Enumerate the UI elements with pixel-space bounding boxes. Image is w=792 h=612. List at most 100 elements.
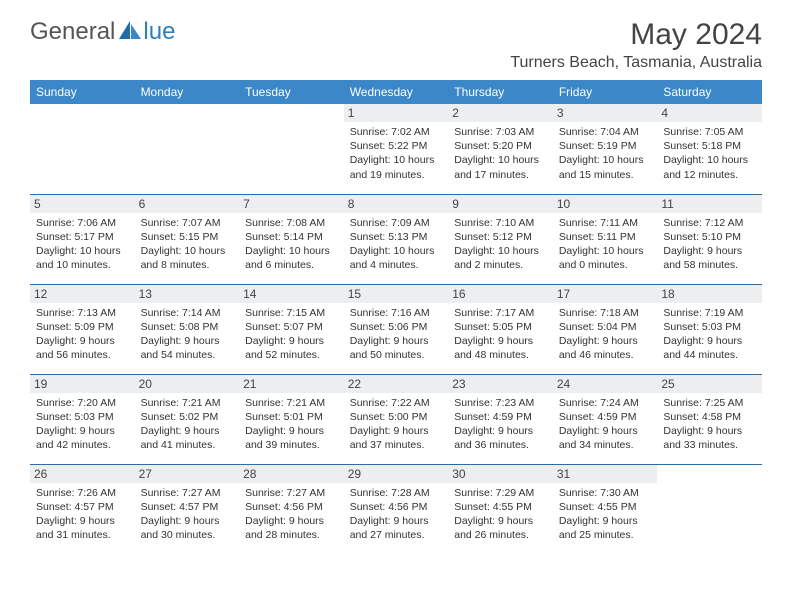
- day-number: 31: [553, 465, 658, 483]
- day-cell: 12Sunrise: 7:13 AMSunset: 5:09 PMDayligh…: [30, 284, 135, 374]
- daylight-line: Daylight: 9 hours: [245, 424, 338, 438]
- daylight-line: and 46 minutes.: [559, 348, 652, 362]
- sunrise-line: Sunrise: 7:21 AM: [245, 396, 338, 410]
- daylight-line: Daylight: 9 hours: [36, 424, 129, 438]
- sunset-line: Sunset: 5:00 PM: [350, 410, 443, 424]
- daylight-line: and 0 minutes.: [559, 258, 652, 272]
- location: Turners Beach, Tasmania, Australia: [510, 54, 762, 72]
- logo-text-blue: lue: [143, 18, 175, 46]
- day-cell: 3Sunrise: 7:04 AMSunset: 5:19 PMDaylight…: [553, 104, 658, 194]
- day-cell: 25Sunrise: 7:25 AMSunset: 4:58 PMDayligh…: [657, 374, 762, 464]
- daylight-line: and 41 minutes.: [141, 438, 234, 452]
- sunset-line: Sunset: 5:03 PM: [36, 410, 129, 424]
- sunset-line: Sunset: 5:22 PM: [350, 139, 443, 153]
- daylight-line: and 4 minutes.: [350, 258, 443, 272]
- day-number: 8: [344, 195, 449, 213]
- day-cell: 14Sunrise: 7:15 AMSunset: 5:07 PMDayligh…: [239, 284, 344, 374]
- daylight-line: Daylight: 9 hours: [454, 334, 547, 348]
- day-cell: 6Sunrise: 7:07 AMSunset: 5:15 PMDaylight…: [135, 194, 240, 284]
- daylight-line: and 26 minutes.: [454, 528, 547, 542]
- month-title: May 2024: [510, 18, 762, 52]
- day-number: 6: [135, 195, 240, 213]
- daylight-line: Daylight: 9 hours: [663, 244, 756, 258]
- day-number: 3: [553, 104, 658, 122]
- sunset-line: Sunset: 5:08 PM: [141, 320, 234, 334]
- daylight-line: Daylight: 9 hours: [36, 334, 129, 348]
- daylight-line: Daylight: 9 hours: [454, 514, 547, 528]
- day-cell: 1Sunrise: 7:02 AMSunset: 5:22 PMDaylight…: [344, 104, 449, 194]
- week-row: 19Sunrise: 7:20 AMSunset: 5:03 PMDayligh…: [30, 374, 762, 464]
- day-number: 7: [239, 195, 344, 213]
- day-number: 21: [239, 375, 344, 393]
- day-number: 27: [135, 465, 240, 483]
- sunrise-line: Sunrise: 7:05 AM: [663, 125, 756, 139]
- day-cell: 5Sunrise: 7:06 AMSunset: 5:17 PMDaylight…: [30, 194, 135, 284]
- header: General lue May 2024 Turners Beach, Tasm…: [30, 18, 762, 72]
- logo: General lue: [30, 18, 175, 46]
- daylight-line: Daylight: 9 hours: [559, 424, 652, 438]
- sunrise-line: Sunrise: 7:21 AM: [141, 396, 234, 410]
- daylight-line: Daylight: 9 hours: [141, 514, 234, 528]
- day-header: Saturday: [657, 80, 762, 104]
- daylight-line: and 25 minutes.: [559, 528, 652, 542]
- sunset-line: Sunset: 5:20 PM: [454, 139, 547, 153]
- sunrise-line: Sunrise: 7:08 AM: [245, 216, 338, 230]
- day-cell: 10Sunrise: 7:11 AMSunset: 5:11 PMDayligh…: [553, 194, 658, 284]
- day-number: 24: [553, 375, 658, 393]
- day-header: Thursday: [448, 80, 553, 104]
- sunrise-line: Sunrise: 7:09 AM: [350, 216, 443, 230]
- daylight-line: and 17 minutes.: [454, 168, 547, 182]
- sunset-line: Sunset: 5:05 PM: [454, 320, 547, 334]
- day-number: 18: [657, 285, 762, 303]
- calendar-body: 1Sunrise: 7:02 AMSunset: 5:22 PMDaylight…: [30, 104, 762, 554]
- sunrise-line: Sunrise: 7:29 AM: [454, 486, 547, 500]
- sunset-line: Sunset: 5:01 PM: [245, 410, 338, 424]
- week-row: 12Sunrise: 7:13 AMSunset: 5:09 PMDayligh…: [30, 284, 762, 374]
- daylight-line: and 27 minutes.: [350, 528, 443, 542]
- daylight-line: Daylight: 9 hours: [350, 424, 443, 438]
- sunrise-line: Sunrise: 7:20 AM: [36, 396, 129, 410]
- sunset-line: Sunset: 5:19 PM: [559, 139, 652, 153]
- day-cell: 9Sunrise: 7:10 AMSunset: 5:12 PMDaylight…: [448, 194, 553, 284]
- sunset-line: Sunset: 5:12 PM: [454, 230, 547, 244]
- sunset-line: Sunset: 5:18 PM: [663, 139, 756, 153]
- daylight-line: Daylight: 9 hours: [663, 424, 756, 438]
- daylight-line: and 8 minutes.: [141, 258, 234, 272]
- day-header: Friday: [553, 80, 658, 104]
- sunrise-line: Sunrise: 7:03 AM: [454, 125, 547, 139]
- daylight-line: Daylight: 10 hours: [245, 244, 338, 258]
- daylight-line: and 28 minutes.: [245, 528, 338, 542]
- daylight-line: and 31 minutes.: [36, 528, 129, 542]
- daylight-line: and 56 minutes.: [36, 348, 129, 362]
- day-number: 12: [30, 285, 135, 303]
- sunset-line: Sunset: 5:07 PM: [245, 320, 338, 334]
- daylight-line: Daylight: 10 hours: [454, 244, 547, 258]
- day-cell: 11Sunrise: 7:12 AMSunset: 5:10 PMDayligh…: [657, 194, 762, 284]
- logo-text-general: General: [30, 18, 115, 46]
- daylight-line: Daylight: 10 hours: [559, 153, 652, 167]
- sunrise-line: Sunrise: 7:13 AM: [36, 306, 129, 320]
- title-block: May 2024 Turners Beach, Tasmania, Austra…: [510, 18, 762, 72]
- sunrise-line: Sunrise: 7:17 AM: [454, 306, 547, 320]
- sunrise-line: Sunrise: 7:12 AM: [663, 216, 756, 230]
- sunrise-line: Sunrise: 7:27 AM: [141, 486, 234, 500]
- daylight-line: and 50 minutes.: [350, 348, 443, 362]
- day-number: 5: [30, 195, 135, 213]
- day-cell: 30Sunrise: 7:29 AMSunset: 4:55 PMDayligh…: [448, 464, 553, 554]
- day-cell: [30, 104, 135, 194]
- day-number: 2: [448, 104, 553, 122]
- day-cell: 23Sunrise: 7:23 AMSunset: 4:59 PMDayligh…: [448, 374, 553, 464]
- daylight-line: and 42 minutes.: [36, 438, 129, 452]
- daylight-line: Daylight: 9 hours: [141, 334, 234, 348]
- day-cell: 4Sunrise: 7:05 AMSunset: 5:18 PMDaylight…: [657, 104, 762, 194]
- daylight-line: and 10 minutes.: [36, 258, 129, 272]
- week-row: 5Sunrise: 7:06 AMSunset: 5:17 PMDaylight…: [30, 194, 762, 284]
- sunset-line: Sunset: 4:59 PM: [454, 410, 547, 424]
- day-cell: 28Sunrise: 7:27 AMSunset: 4:56 PMDayligh…: [239, 464, 344, 554]
- day-number: 29: [344, 465, 449, 483]
- sunrise-line: Sunrise: 7:06 AM: [36, 216, 129, 230]
- daylight-line: Daylight: 9 hours: [245, 334, 338, 348]
- daylight-line: and 33 minutes.: [663, 438, 756, 452]
- day-cell: 20Sunrise: 7:21 AMSunset: 5:02 PMDayligh…: [135, 374, 240, 464]
- day-cell: 31Sunrise: 7:30 AMSunset: 4:55 PMDayligh…: [553, 464, 658, 554]
